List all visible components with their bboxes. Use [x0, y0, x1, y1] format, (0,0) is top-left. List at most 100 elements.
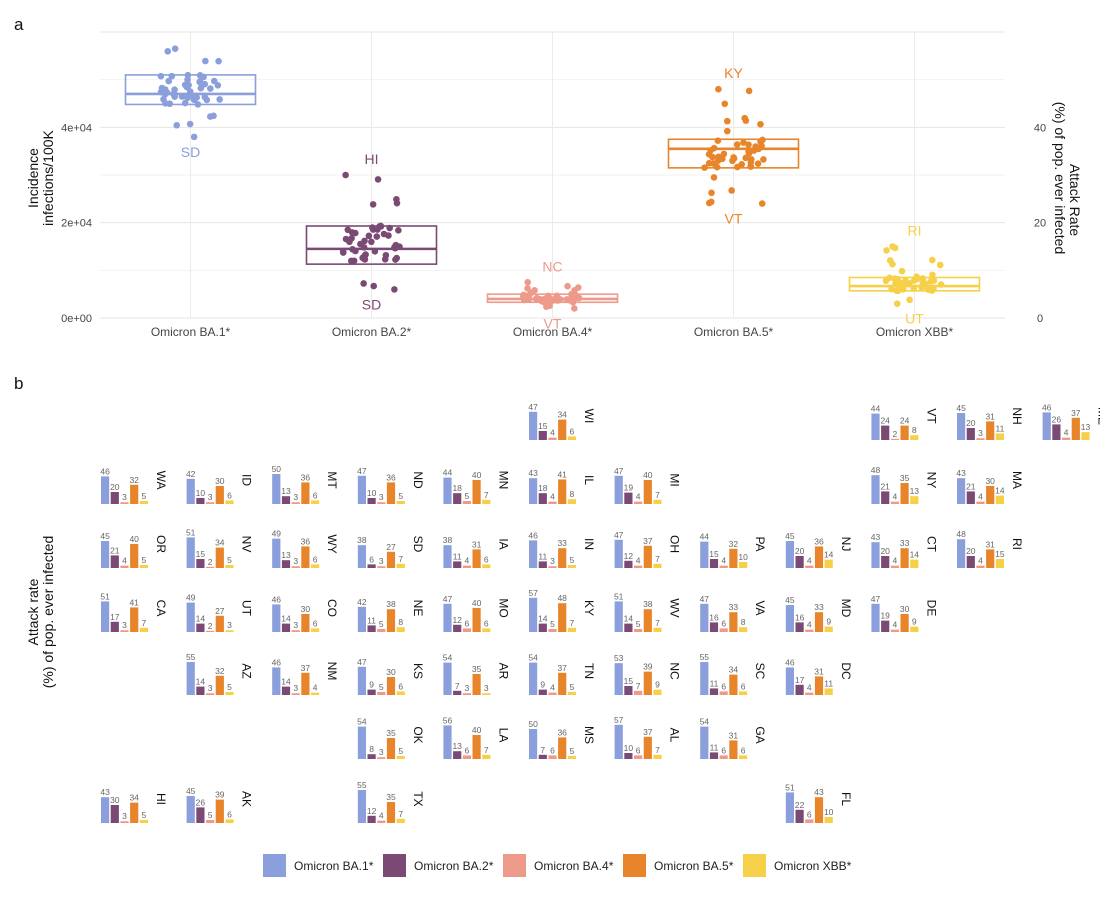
bar [225, 565, 234, 568]
bar [634, 690, 643, 695]
bar-value-label: 20 [966, 546, 976, 556]
bar [101, 476, 110, 504]
bar-value-label: 14 [538, 614, 548, 624]
bar-value-label: 5 [398, 746, 403, 756]
bar [900, 483, 909, 504]
bar [729, 740, 738, 759]
bar [367, 815, 376, 823]
bar-value-label: 30 [110, 795, 120, 805]
bar-value-label: 3 [484, 683, 489, 693]
bar [785, 667, 794, 695]
data-point [162, 100, 169, 107]
bar-value-label: 51 [100, 591, 110, 601]
bar-value-label: 6 [636, 745, 641, 755]
bar-value-label: 35 [386, 728, 396, 738]
bar [196, 807, 205, 823]
bar-value-label: 5 [379, 682, 384, 692]
bar [529, 540, 538, 568]
data-point [910, 277, 918, 284]
min-state-label: SD [362, 296, 381, 312]
bar-value-label: 12 [624, 551, 634, 561]
state-label: MN [496, 471, 510, 490]
bar-value-label: 35 [472, 664, 482, 674]
y2-tick-label: 0 [1037, 313, 1043, 325]
bar [215, 615, 224, 632]
bar-value-label: 11 [995, 423, 1004, 433]
data-point [171, 45, 179, 52]
bar [624, 492, 633, 504]
bar [196, 686, 205, 695]
bar [1071, 417, 1080, 440]
bar-value-label: 56 [443, 715, 453, 725]
bar-value-label: 43 [871, 532, 881, 542]
bar-value-label: 19 [624, 483, 634, 493]
bar [881, 491, 890, 504]
bar-value-label: 51 [186, 527, 196, 537]
bar-value-label: 7 [484, 745, 489, 755]
bar [871, 542, 880, 568]
bar-value-label: 33 [729, 602, 739, 612]
state-label: WY [325, 534, 339, 553]
state-panel-ky: 57 145 48 7 KY [528, 588, 596, 632]
jitter-points [520, 278, 583, 312]
bar [396, 501, 405, 504]
y-axis-title: Incidence [25, 148, 41, 208]
bar-value-label: 26 [1052, 414, 1062, 424]
bar-value-label: 24 [900, 416, 910, 426]
bar [881, 556, 890, 568]
bar-value-label: 3 [550, 556, 555, 566]
bar-value-label: 37 [301, 663, 311, 673]
bar-value-label: 11 [367, 615, 376, 625]
data-point [709, 153, 716, 161]
bar-value-label: 33 [814, 602, 824, 612]
y2-tick-label: 40 [1034, 122, 1046, 134]
data-point [723, 117, 731, 125]
state-label: NV [240, 536, 254, 553]
bar-value-label: 5 [465, 491, 470, 501]
bar [881, 620, 890, 632]
legend-label: Omicron BA.1* [294, 859, 374, 873]
bar-value-label: 4 [122, 556, 127, 566]
data-point [721, 100, 729, 108]
x-tick-label: Omicron BA.2* [332, 325, 412, 339]
x-tick-label: Omicron BA.4* [513, 325, 593, 339]
bar-value-label: 54 [443, 653, 453, 663]
bar [206, 820, 215, 823]
state-label: KY [582, 600, 596, 616]
bar-value-label: 6 [721, 618, 726, 628]
bar [966, 491, 975, 504]
state-label: LA [496, 728, 510, 743]
bar-value-label: 43 [528, 468, 538, 478]
bar-value-label: 55 [700, 652, 710, 662]
bar-value-label: 48 [956, 529, 966, 539]
bar-value-label: 7 [655, 490, 660, 500]
bar-value-label: 46 [528, 530, 538, 540]
bar [462, 755, 471, 759]
data-point [207, 113, 214, 120]
bar [995, 433, 1004, 440]
data-point [740, 139, 747, 146]
bar-value-label: 57 [614, 715, 624, 725]
bar [130, 607, 139, 632]
bar-value-label: 45 [100, 531, 110, 541]
data-point [705, 159, 713, 167]
state-label: WI [582, 409, 596, 424]
bar [538, 561, 547, 568]
bar [396, 563, 405, 568]
bar [785, 541, 794, 568]
bar [529, 597, 538, 632]
bar [377, 820, 386, 823]
bar [215, 675, 224, 695]
bar-value-label: 15 [709, 549, 719, 559]
bar-value-label: 6 [484, 554, 489, 564]
data-point [928, 256, 936, 264]
bar-value-label: 37 [1071, 408, 1081, 418]
bar-value-label: 3 [379, 747, 384, 757]
bar [377, 757, 386, 759]
bar-value-label: 48 [557, 593, 567, 603]
bar [453, 624, 462, 632]
state-panel-ca: 51 173 41 7 CA [100, 591, 168, 632]
bar [739, 755, 748, 759]
